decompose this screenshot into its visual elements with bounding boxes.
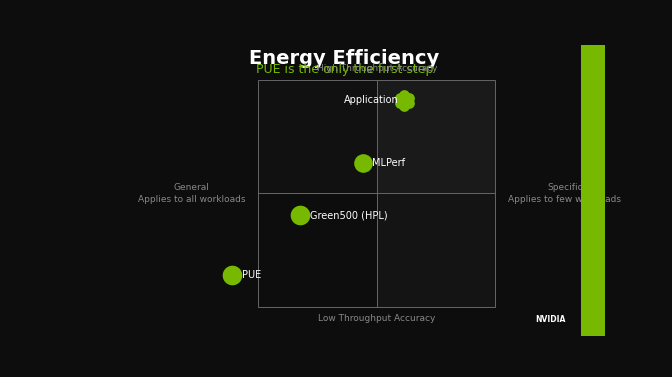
Text: PUE: PUE — [242, 270, 261, 280]
Text: General
Applies to all workloads: General Applies to all workloads — [138, 182, 245, 204]
Text: Green500 (HPL): Green500 (HPL) — [310, 210, 387, 220]
Bar — [581, 45, 605, 336]
Point — [394, 95, 405, 101]
Point — [403, 100, 414, 106]
Bar — [377, 193, 495, 307]
Bar — [259, 80, 495, 307]
Text: NVIDIA: NVIDIA — [536, 315, 566, 324]
Text: Low Throughput Accuracy: Low Throughput Accuracy — [319, 314, 435, 323]
Text: MLPerf: MLPerf — [372, 158, 405, 168]
Text: Specific
Applies to few workloads: Specific Applies to few workloads — [509, 182, 622, 204]
Text: PUE is the only the first step: PUE is the only the first step — [256, 63, 433, 77]
Point — [399, 92, 410, 98]
Point — [358, 160, 368, 166]
Point — [403, 95, 414, 101]
Text: Energy Efficiency: Energy Efficiency — [249, 49, 439, 68]
Point — [399, 97, 410, 103]
Text: High Throughput Accuracy: High Throughput Accuracy — [317, 64, 437, 73]
Bar — [259, 193, 377, 307]
Point — [399, 103, 410, 109]
Point — [227, 271, 238, 277]
Bar — [259, 80, 377, 193]
Point — [295, 212, 306, 218]
Text: Application: Application — [344, 95, 399, 106]
Bar — [377, 80, 495, 193]
Point — [394, 100, 405, 106]
